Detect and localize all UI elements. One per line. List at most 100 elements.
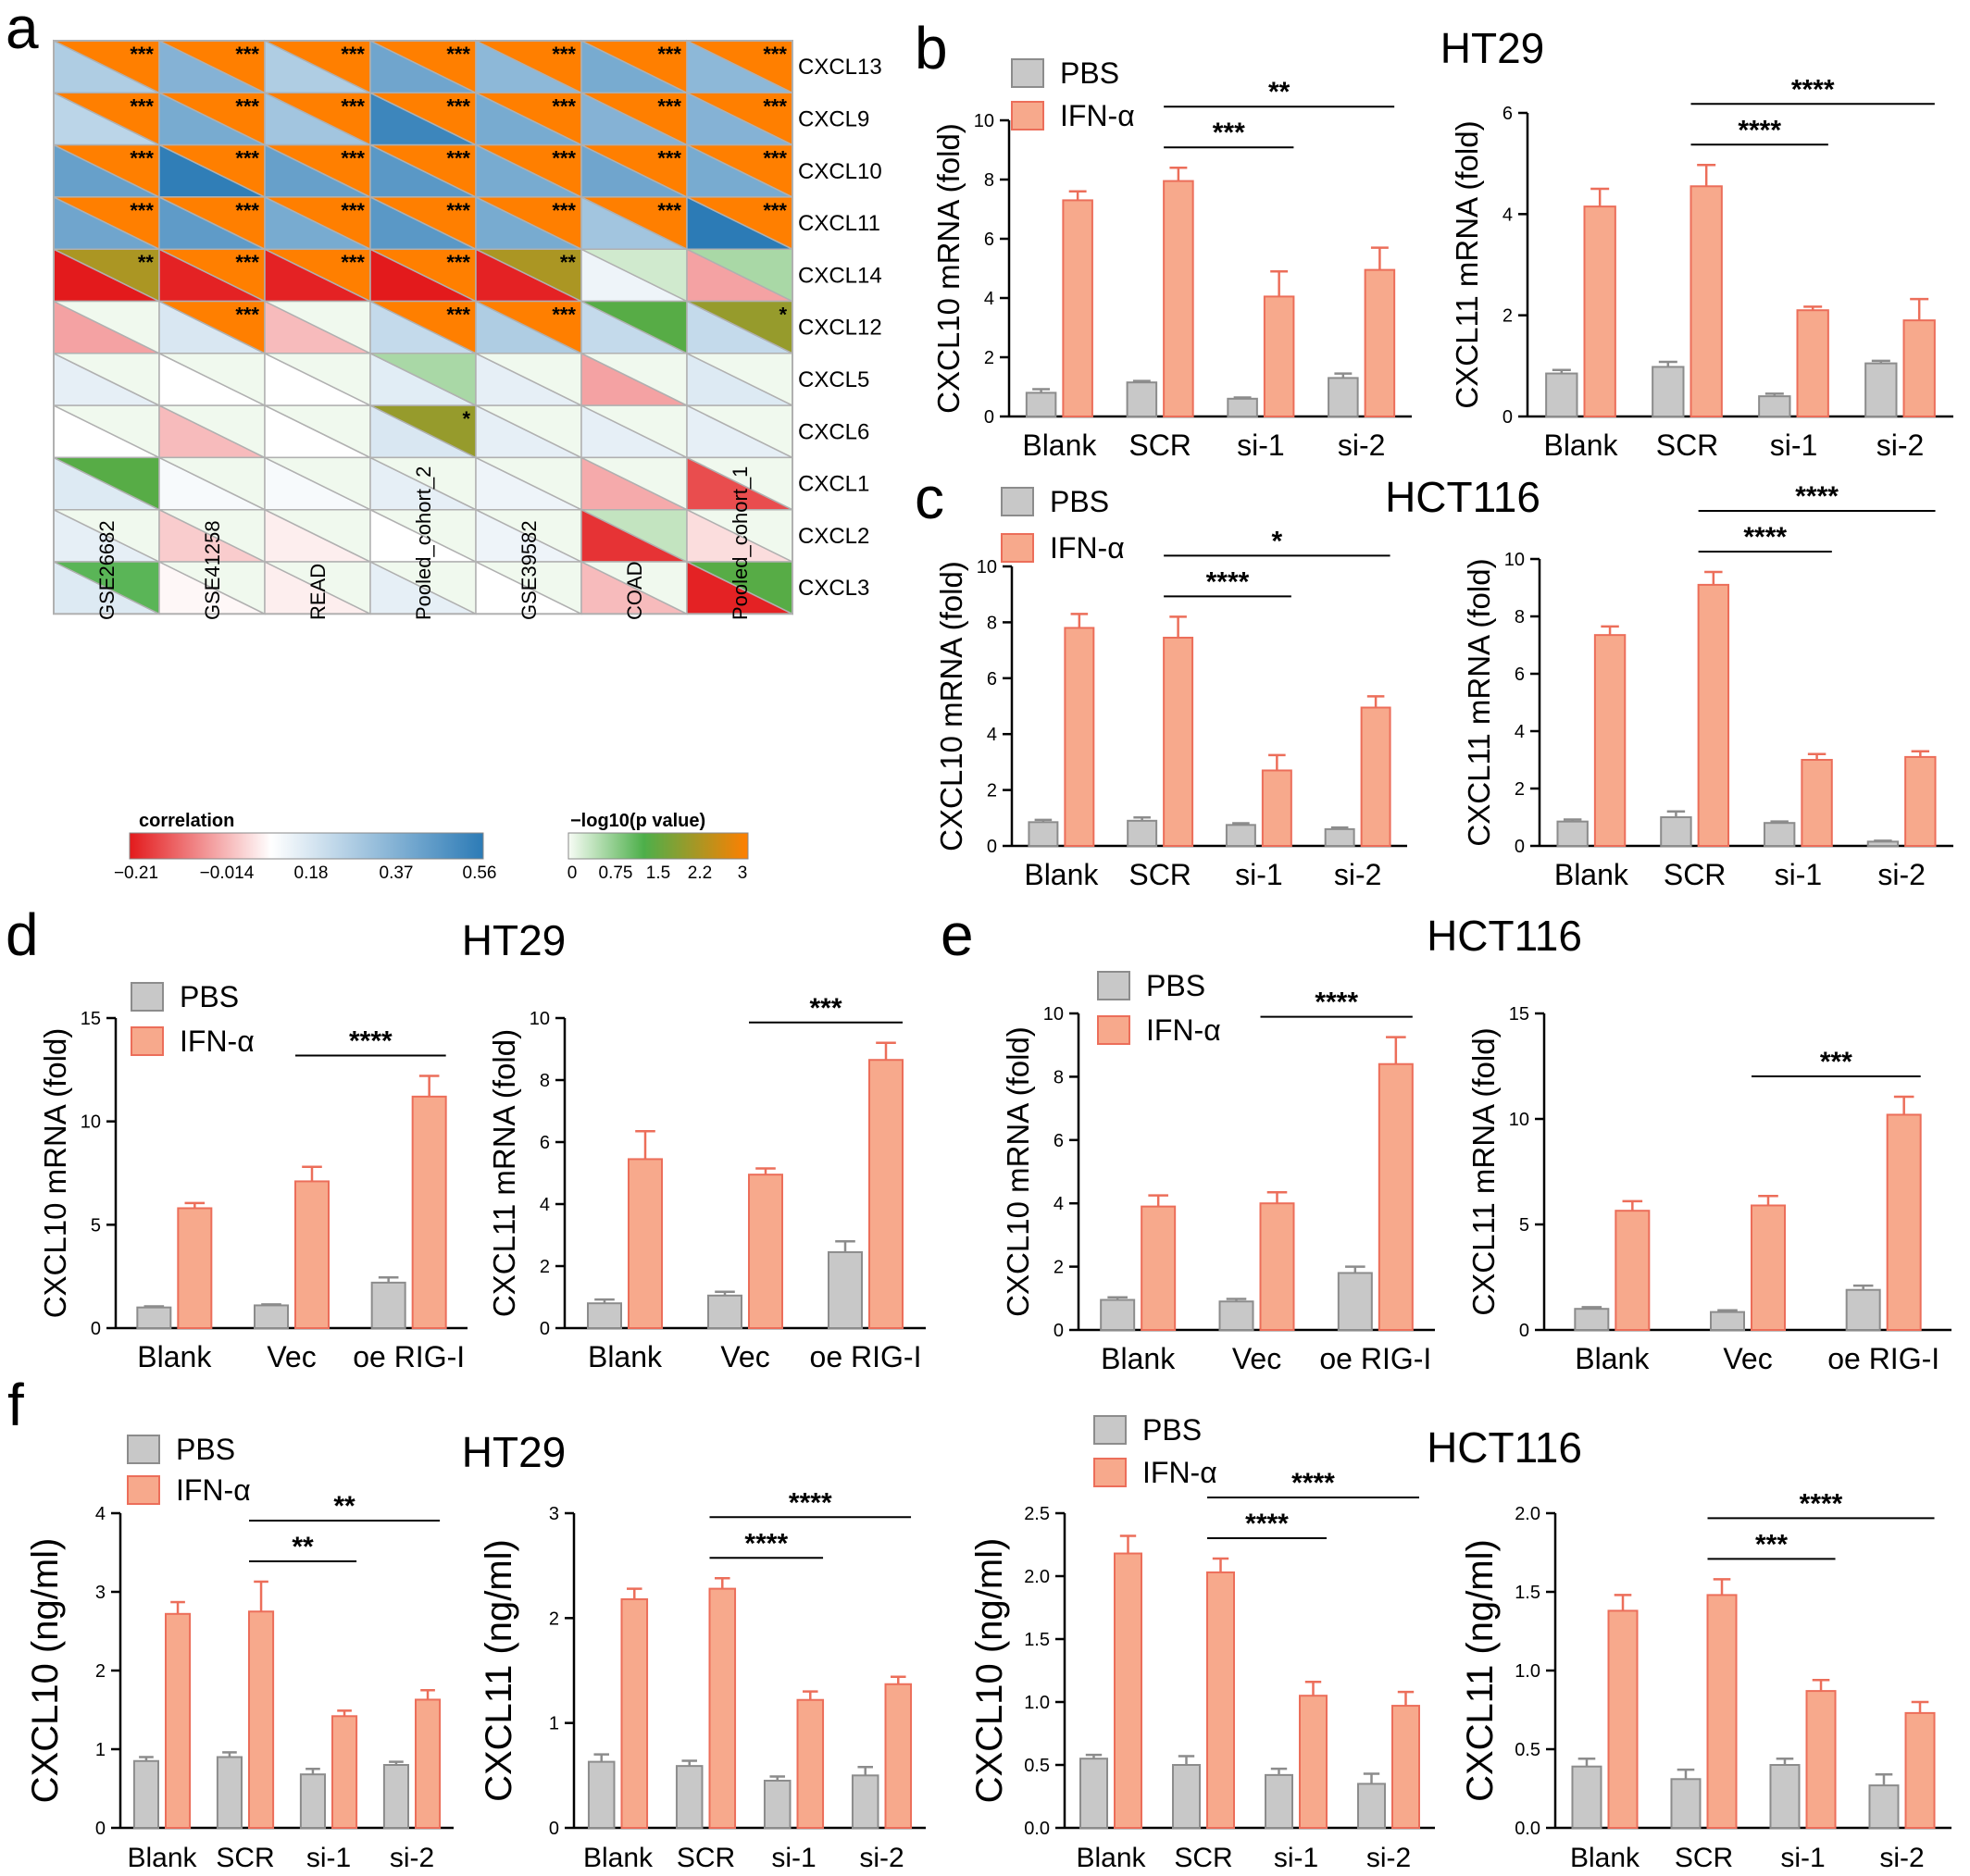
x-tick-label: Vec — [720, 1340, 769, 1373]
y-tick-label: 10 — [974, 111, 994, 131]
y-axis-label: CXCL11 mRNA (fold) — [1450, 120, 1484, 408]
heatmap-row-label: CXCL5 — [798, 367, 869, 392]
bar-pbs — [132, 1759, 159, 1829]
y-tick-label: 1.5 — [1024, 1630, 1050, 1650]
heatmap-column-label: GSE41258 — [201, 520, 224, 620]
bar-ifn — [748, 1174, 783, 1330]
y-tick-label: 1 — [95, 1740, 106, 1760]
bar-ifn — [1697, 583, 1730, 848]
y-tick-label: 2.0 — [1515, 1504, 1540, 1524]
p-tick: 2.2 — [688, 863, 712, 883]
heatmap-column-label: READ — [306, 564, 330, 620]
x-tick-label: Blank — [1570, 1843, 1640, 1873]
y-tick-label: 5 — [91, 1215, 101, 1236]
y-axis-label: CXCL11 (ng/ml) — [1460, 1539, 1501, 1802]
heatmap-significance: *** — [446, 251, 470, 274]
bar-ifn — [868, 1059, 904, 1329]
x-tick-label: SCR — [1128, 858, 1191, 891]
bar-ifn — [628, 1158, 663, 1330]
panel-label-d: d — [6, 901, 39, 968]
bar-ifn — [708, 1587, 737, 1829]
y-tick-label: 1.5 — [1515, 1583, 1540, 1603]
heatmap-significance: *** — [130, 43, 154, 66]
bar-ifn — [177, 1207, 213, 1330]
title-f-left: HT29 — [462, 1428, 566, 1476]
heatmap-row-label: CXCL6 — [798, 419, 869, 444]
bar-pbs — [1025, 391, 1057, 417]
significance-label: *** — [1213, 118, 1245, 148]
bar-ifn — [165, 1612, 192, 1830]
heatmap-significance: *** — [552, 147, 576, 170]
bar-pbs — [1866, 840, 1900, 847]
heatmap-significance: *** — [235, 147, 259, 170]
significance-label: **** — [744, 1528, 788, 1559]
y-axis-label: CXCL11 mRNA (fold) — [1462, 558, 1496, 846]
heatmap-significance: *** — [763, 43, 787, 66]
bar-ifn — [411, 1095, 447, 1330]
y-tick-label: 2 — [984, 348, 994, 368]
legend-label: PBS — [1146, 969, 1205, 1002]
panel-label-e: e — [941, 901, 974, 968]
y-tick-label: 6 — [1515, 665, 1525, 685]
p-legend-bar — [567, 832, 749, 860]
heatmap-significance: *** — [235, 43, 259, 66]
y-tick-label: 0.0 — [1024, 1819, 1050, 1839]
y-tick-label: 2 — [1502, 306, 1513, 327]
heatmap-column-label: Pooled_cohort_1 — [729, 466, 752, 620]
x-tick-label: Blank — [1575, 1342, 1650, 1375]
significance-label: *** — [809, 993, 842, 1024]
significance-label: ** — [1268, 77, 1290, 107]
bar-ifn — [1607, 1609, 1639, 1830]
legend-label: PBS — [1050, 485, 1109, 518]
correlation-legend: correlation −0.21 −0.014 0.18 0.37 0.56 — [114, 811, 497, 883]
chart-d1: 0 5 10 15 CXCL10 mRNA (fold) Blank Vec oe RIG-I… — [38, 980, 468, 1373]
significance-label: **** — [1800, 1488, 1843, 1519]
significance-label: ** — [333, 1491, 355, 1522]
bar-ifn — [1299, 1695, 1328, 1829]
x-tick-label: si-2 — [1876, 429, 1925, 462]
x-tick-label: si-1 — [306, 1843, 351, 1873]
bar-pbs — [1100, 1298, 1136, 1332]
x-tick-label: oe RIG-I — [1319, 1342, 1431, 1375]
y-tick-label: 0.5 — [1515, 1740, 1540, 1760]
chart-b1: 0 2 4 6 8 10 CXCL10 mRNA (fold) Blank SCR si-1 si-… — [931, 56, 1412, 462]
bar-pbs — [587, 1760, 616, 1829]
legend-label: IFN-α — [176, 1473, 251, 1507]
title-c: HCT116 — [1385, 473, 1540, 521]
p-legend-title: −log10(p value) — [570, 811, 705, 831]
heatmap-row-label: CXCL12 — [798, 316, 882, 341]
chart-f4: 0.0 0.5 1.0 1.5 2.0 CXCL11 (ng/ml) Blank SCR si-… — [1460, 1488, 1951, 1873]
y-tick-label: 4 — [540, 1195, 550, 1215]
y-tick-label: 4 — [1502, 205, 1513, 225]
y-tick-label: 6 — [1502, 104, 1513, 124]
significance-label: **** — [1743, 522, 1787, 553]
bar-ifn — [1904, 1711, 1936, 1830]
heatmap-significance: ** — [560, 251, 577, 274]
chart-e1: 0 2 4 6 8 10 CXCL10 mRNA (fold) Blank Vec oe RIG-… — [1001, 969, 1435, 1375]
significance-label: ** — [292, 1532, 314, 1562]
bar-ifn — [1593, 634, 1627, 848]
heatmap-significance: *** — [235, 251, 259, 274]
heatmap-significance: *** — [552, 43, 576, 66]
heatmap-significance: *** — [763, 147, 787, 170]
x-tick-label: SCR — [1128, 429, 1191, 462]
y-tick-label: 2 — [95, 1661, 106, 1682]
heatmap-row-label: CXCL10 — [798, 159, 882, 184]
y-tick-label: 2 — [1515, 779, 1525, 800]
legend-swatch — [1001, 533, 1034, 563]
legend-swatch — [1011, 101, 1044, 130]
x-tick-label: SCR — [1174, 1843, 1232, 1873]
x-tick-label: Blank — [137, 1340, 212, 1373]
y-axis-label: CXCL10 (ng/ml) — [969, 1538, 1010, 1804]
y-tick-label: 4 — [95, 1504, 106, 1524]
heatmap-significance: *** — [235, 94, 259, 118]
bar-pbs — [1574, 1308, 1610, 1331]
panel-label-a: a — [6, 0, 39, 61]
legend-label: IFN-α — [1050, 531, 1125, 565]
bar-pbs — [1758, 395, 1791, 417]
bar-pbs — [828, 1250, 863, 1330]
bar-pbs — [587, 1302, 622, 1329]
bar-ifn — [1615, 1210, 1651, 1332]
